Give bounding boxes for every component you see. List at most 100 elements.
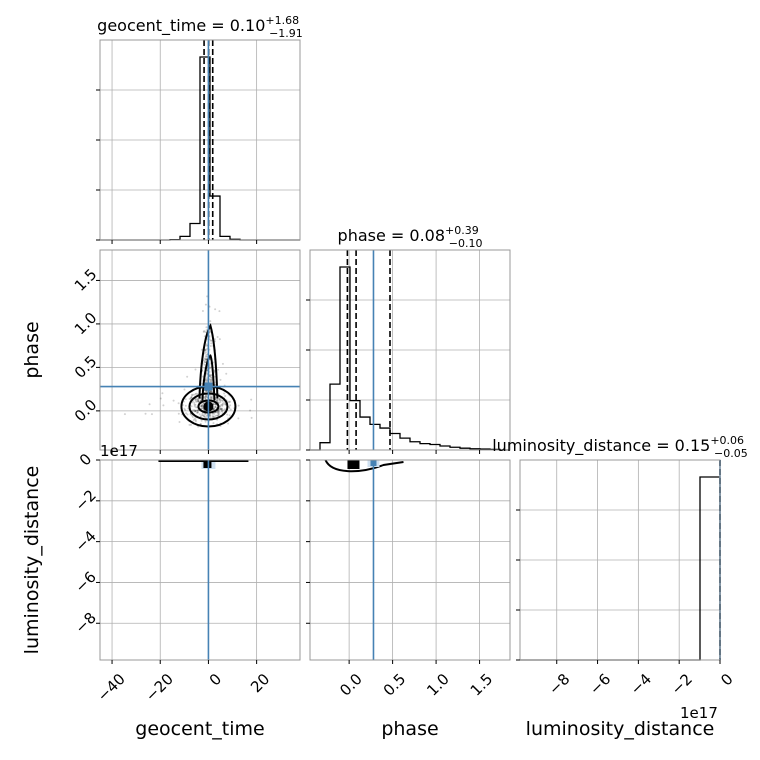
sample-point — [200, 404, 203, 407]
sample-point — [197, 400, 200, 403]
sample-point — [214, 403, 217, 406]
x-tick-label: −4 — [627, 670, 655, 698]
sample-point — [210, 390, 213, 393]
sample-point — [191, 414, 194, 417]
sample-point — [209, 376, 212, 379]
sample-point — [225, 372, 228, 375]
sample-point — [220, 407, 223, 410]
x-tick-label: −40 — [94, 670, 129, 705]
sample-point — [221, 403, 224, 406]
axes-frame — [99, 249, 301, 451]
sample-point — [197, 400, 200, 403]
sample-point — [204, 331, 207, 334]
sample-point — [220, 403, 223, 406]
sample-point — [222, 409, 225, 412]
sample-point — [221, 409, 224, 412]
y-axis-label-luminosity_distance: luminosity_distance — [21, 466, 43, 655]
sample-point — [220, 408, 223, 411]
sample-point — [197, 409, 200, 412]
axes-frame — [99, 459, 301, 661]
sample-point — [204, 397, 207, 400]
sample-point — [194, 410, 197, 413]
sample-point — [213, 369, 216, 372]
sample-point — [202, 414, 205, 417]
sample-point — [216, 399, 219, 402]
sample-point — [209, 394, 212, 397]
sample-point — [204, 413, 207, 416]
sample-point — [209, 396, 212, 399]
sample-point — [203, 352, 206, 355]
title-phase: phase = 0.08+0.39 −0.10 — [338, 224, 483, 250]
sample-point — [208, 378, 211, 381]
sample-point — [219, 405, 222, 408]
sample-point — [177, 402, 180, 405]
sample-point — [203, 361, 206, 364]
sample-point — [219, 408, 222, 411]
x-tick-label: 0.5 — [380, 670, 410, 700]
sample-point — [194, 368, 197, 371]
sample-point — [201, 404, 204, 407]
sample-point — [201, 403, 204, 406]
sample-point — [193, 410, 196, 413]
sample-point — [196, 411, 199, 414]
sample-point — [199, 422, 202, 425]
sample-point — [192, 419, 195, 422]
sample-point — [194, 419, 197, 422]
sample-point — [209, 373, 212, 376]
sample-point — [218, 397, 221, 400]
sample-point — [183, 388, 186, 391]
sample-point — [204, 359, 207, 362]
sample-point — [214, 405, 217, 408]
sample-point — [204, 351, 207, 354]
sample-point — [208, 367, 211, 370]
sample-point — [204, 361, 207, 364]
sample-point — [209, 345, 212, 348]
sample-point — [162, 404, 165, 407]
y-tick-label: 0.5 — [71, 352, 101, 382]
sample-point — [194, 392, 197, 395]
sample-point — [220, 407, 223, 410]
samples-phase-distance — [324, 460, 404, 660]
density-contour — [198, 323, 219, 399]
sample-point — [191, 415, 194, 418]
sample-point — [223, 401, 226, 404]
sample-point — [212, 408, 215, 411]
sample-point — [196, 409, 199, 412]
sample-point — [186, 413, 189, 416]
sample-point — [209, 398, 212, 401]
sample-point — [218, 411, 221, 414]
sample-point — [209, 413, 212, 416]
sample-point — [208, 375, 211, 378]
y-tick-label: 1.0 — [71, 309, 101, 339]
y-tick-label: −6 — [71, 568, 99, 596]
sample-point — [205, 343, 208, 346]
sample-point — [200, 404, 203, 407]
sample-point — [204, 395, 207, 398]
x-axis-label-geocent_time: geocent_time — [135, 718, 264, 740]
sample-point — [204, 377, 207, 380]
sample-point — [210, 339, 213, 342]
sample-point — [210, 374, 213, 377]
sample-point — [191, 394, 194, 397]
sample-point — [204, 420, 207, 423]
sample-point — [228, 414, 231, 417]
sample-point — [193, 405, 196, 408]
x-tick-label: 1.5 — [467, 670, 497, 700]
x-tick-label: 0.0 — [336, 670, 366, 700]
sample-point — [200, 407, 203, 410]
x-tick-label: −8 — [545, 670, 573, 698]
sample-point — [217, 410, 220, 413]
sample-point — [195, 400, 198, 403]
samples-geocent-phase — [100, 250, 300, 450]
sample-point — [210, 396, 213, 399]
sample-point — [212, 408, 215, 411]
sample-point — [205, 379, 208, 382]
sample-point — [191, 409, 194, 412]
sample-point — [184, 408, 187, 411]
sample-point — [250, 416, 253, 419]
sample-point — [200, 414, 203, 417]
sample-point — [205, 355, 208, 358]
sample-point — [201, 414, 204, 417]
sample-point — [211, 396, 214, 399]
